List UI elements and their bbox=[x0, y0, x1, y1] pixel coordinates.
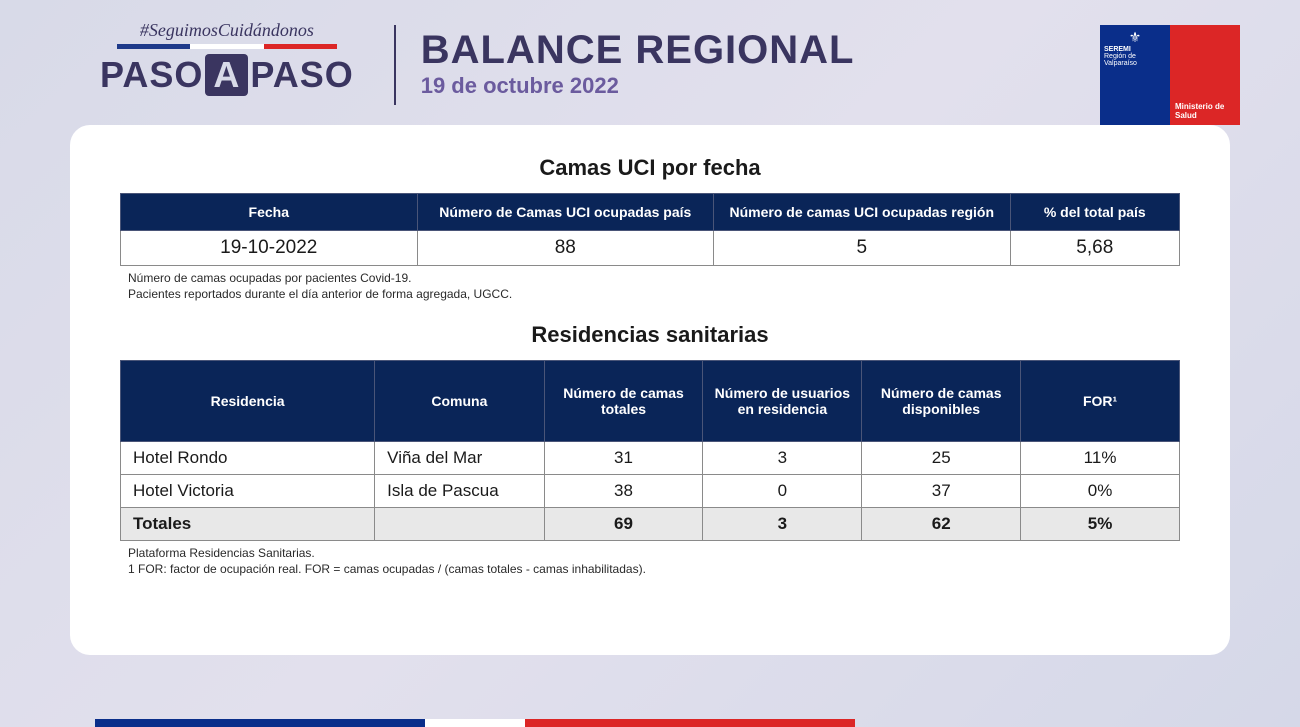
paso-logo: PASOAPASO bbox=[100, 54, 354, 96]
table-cell: Hotel Victoria bbox=[121, 475, 375, 508]
badge-red-panel: Ministerio de Salud bbox=[1170, 25, 1240, 125]
table-cell: 19-10-2022 bbox=[121, 231, 418, 266]
table1-header-cell: % del total país bbox=[1010, 194, 1179, 231]
table-cell: 88 bbox=[417, 231, 714, 266]
table2-header-cell: Comuna bbox=[375, 361, 544, 442]
government-badge: ⚜ SEREMI Región de Valparaíso Ministerio… bbox=[1100, 25, 1240, 125]
table-row: Hotel RondoViña del Mar3132511% bbox=[121, 442, 1180, 475]
totals-row: Totales 693625% bbox=[121, 508, 1180, 541]
table-cell: Hotel Rondo bbox=[121, 442, 375, 475]
table-cell: 3 bbox=[703, 442, 862, 475]
table-row: Hotel VictoriaIsla de Pascua380370% bbox=[121, 475, 1180, 508]
table1-header-cell: Fecha bbox=[121, 194, 418, 231]
table-cell: 25 bbox=[862, 442, 1021, 475]
totals-cell: 62 bbox=[862, 508, 1021, 541]
section2-title: Residencias sanitarias bbox=[120, 322, 1180, 348]
subtitle: 19 de octubre 2022 bbox=[421, 73, 855, 99]
table-camas-uci: FechaNúmero de Camas UCI ocupadas paísNú… bbox=[120, 193, 1180, 266]
header: #SeguimosCuidándonos PASOAPASO BALANCE R… bbox=[0, 0, 1300, 115]
totals-cell: 5% bbox=[1021, 508, 1180, 541]
hashtag-text: #SeguimosCuidándonos bbox=[140, 20, 314, 41]
table-cell: 0 bbox=[703, 475, 862, 508]
totals-cell: 69 bbox=[544, 508, 703, 541]
table-cell: 5 bbox=[714, 231, 1011, 266]
table2-header-cell: Número de camas totales bbox=[544, 361, 703, 442]
table-cell: 37 bbox=[862, 475, 1021, 508]
table-cell: 38 bbox=[544, 475, 703, 508]
table-row: 19-10-20228855,68 bbox=[121, 231, 1180, 266]
bottom-stripe bbox=[95, 719, 855, 727]
table-cell: Viña del Mar bbox=[375, 442, 544, 475]
table2-header-cell: FOR¹ bbox=[1021, 361, 1180, 442]
table-cell: 0% bbox=[1021, 475, 1180, 508]
table-cell: 11% bbox=[1021, 442, 1180, 475]
table2-header-cell: Residencia bbox=[121, 361, 375, 442]
totals-cell: Totales bbox=[121, 508, 375, 541]
title-section: BALANCE REGIONAL 19 de octubre 2022 bbox=[421, 20, 855, 99]
underline-bar bbox=[117, 44, 337, 49]
section1-title: Camas UCI por fecha bbox=[120, 155, 1180, 181]
table-cell: 31 bbox=[544, 442, 703, 475]
table1-header-cell: Número de camas UCI ocupadas región bbox=[714, 194, 1011, 231]
header-divider bbox=[394, 25, 396, 105]
table-residencias: ResidenciaComunaNúmero de camas totalesN… bbox=[120, 360, 1180, 541]
section2-footnote: Plataforma Residencias Sanitarias. 1 FOR… bbox=[120, 546, 1180, 577]
badge-blue-panel: ⚜ SEREMI Región de Valparaíso bbox=[1100, 25, 1170, 125]
totals-cell bbox=[375, 508, 544, 541]
main-title: BALANCE REGIONAL bbox=[421, 28, 855, 73]
content-card: Camas UCI por fecha FechaNúmero de Camas… bbox=[70, 125, 1230, 655]
coat-of-arms-icon: ⚜ bbox=[1104, 29, 1166, 46]
logo-section: #SeguimosCuidándonos PASOAPASO bbox=[100, 20, 384, 96]
table2-header-cell: Número de usuarios en residencia bbox=[703, 361, 862, 442]
section1-footnote: Número de camas ocupadas por pacientes C… bbox=[120, 271, 1180, 302]
totals-cell: 3 bbox=[703, 508, 862, 541]
table2-header-cell: Número de camas disponibles bbox=[862, 361, 1021, 442]
table-cell: 5,68 bbox=[1010, 231, 1179, 266]
table-cell: Isla de Pascua bbox=[375, 475, 544, 508]
table1-header-cell: Número de Camas UCI ocupadas país bbox=[417, 194, 714, 231]
